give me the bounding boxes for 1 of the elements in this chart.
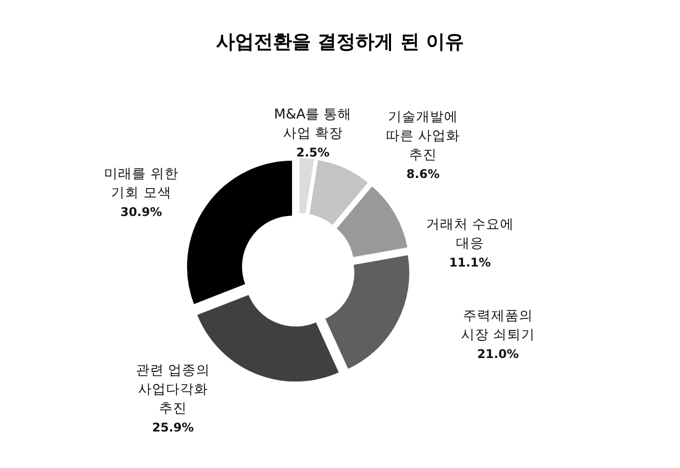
title: 사업전환을 결정하게 된 이유 [216, 31, 464, 53]
